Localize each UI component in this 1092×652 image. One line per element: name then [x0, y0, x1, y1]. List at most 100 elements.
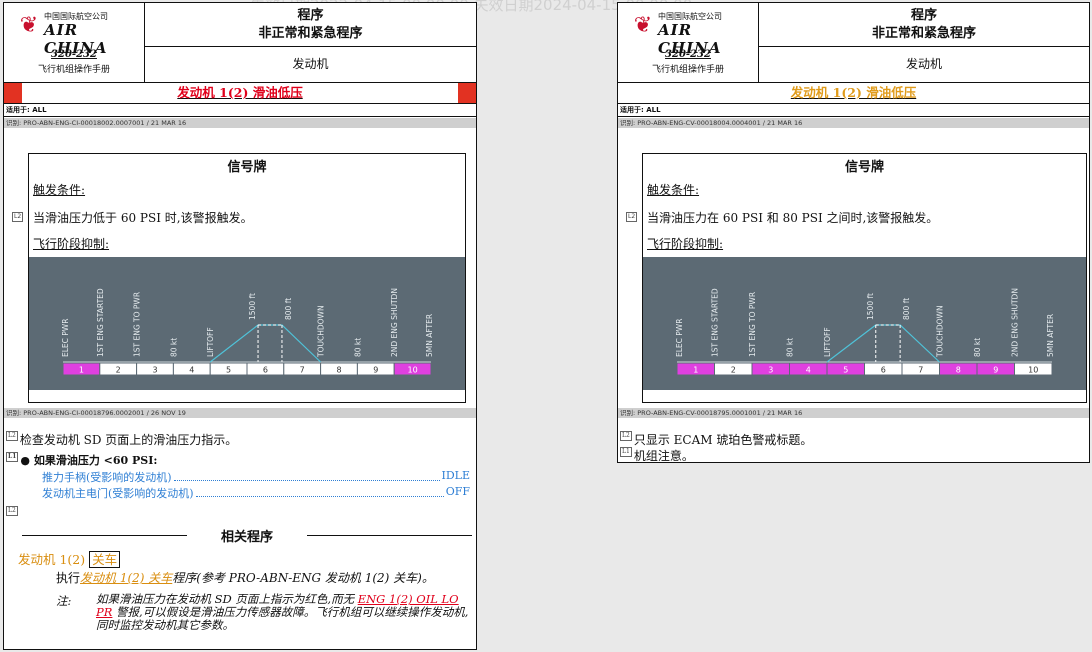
phase-number: 6 [263, 366, 268, 375]
phase-number: 7 [918, 366, 923, 375]
phase-label: 800 ft [902, 298, 911, 320]
flight-trajectory [826, 324, 940, 363]
trigger-label: 触发条件: [33, 183, 86, 197]
phase-box-10 [1014, 362, 1053, 376]
procedure-title: 发动机 1(2) 滑油低压 [618, 83, 1089, 104]
phase-number: 2 [116, 366, 121, 375]
phase-label: 800 ft [284, 298, 293, 320]
procedure-title: 发动机 1(2) 滑油低压 [4, 83, 476, 104]
phase-label: 80 kt [786, 338, 795, 357]
exec-line: 执行发动机 1(2) 关车程序(参考 PRO-ABN-ENG 发动机 1(2) … [56, 571, 434, 585]
phase-number: 1 [79, 366, 84, 375]
phoenix-icon: ❦ [19, 13, 39, 38]
note-label: 注: [56, 594, 72, 608]
page-header: ❦ 中国国际航空公司 AIR CHINA 320-232 飞行机组操作手册 程序… [4, 3, 476, 83]
phase-number: 5 [843, 366, 848, 375]
phase-label: 80 kt [169, 338, 178, 357]
id-bar: 识别: PRO-ABN-ENG-CV-00018004.0004001 / 21… [618, 118, 1089, 128]
phase-number: 2 [731, 366, 736, 375]
aircraft-model: 320-232 [665, 49, 711, 60]
phase-number: 7 [300, 366, 305, 375]
flight-phase-svg: 1 2 3 4 5 6 7 8 9 10 ELEC PWR 1ST ENG STARTED 1ST EN… [675, 288, 1055, 376]
phase-number: 10 [1028, 366, 1038, 375]
flight-trajectory [209, 324, 322, 363]
sign-box: 信号牌 触发条件: L2 当滑油压力低于 60 PSI 时,该警报触发。 飞行阶… [12, 153, 466, 403]
phase-label: TOUCHDOWN [317, 305, 326, 358]
phase-label: 1ST ENG TO PWR [748, 292, 757, 357]
phase-label: ELEC PWR [61, 319, 70, 357]
phase-label: ELEC PWR [675, 319, 684, 357]
action-thrust: 推力手柄(受影响的发动机) IDLE [42, 469, 470, 484]
phase-label: 1500 ft [248, 293, 257, 320]
brand-en: AIR CHINA [658, 21, 722, 57]
brand-cn: 中国国际航空公司 [44, 12, 108, 21]
trigger-label: 触发条件: [647, 183, 700, 197]
phase-number: 4 [189, 366, 194, 375]
warning-square-right [458, 83, 476, 103]
flight-phase-chart: 1 2 3 4 5 6 7 8 9 10 ELEC PWR 1ST ENG STARTED 1ST EN… [643, 257, 1086, 390]
phase-label: 2ND ENG SHUTDN [390, 288, 399, 357]
phase-label: LIFTOFF [823, 327, 832, 357]
flight-phase-svg: 1 2 3 4 5 6 7 8 9 10 ELEC PWR 1ST ENG STARTED 1ST EN… [61, 288, 434, 376]
warning-square-left [4, 83, 22, 103]
trigger-condition: 当滑油压力在 60 PSI 和 80 PSI 之间时,该警报触发。 [647, 211, 939, 225]
applies-to: 适用于: ALL [618, 104, 1089, 117]
left-page: ❦ 中国国际航空公司 AIR CHINA 320-232 飞行机组操作手册 程序… [3, 2, 477, 650]
phase-box-10 [393, 362, 432, 376]
ref-button[interactable]: 关车 [89, 551, 121, 568]
header-title: 程序 [297, 8, 324, 23]
exec-link[interactable]: 发动机 1(2) 关车 [80, 571, 173, 585]
header-title: 程序 [910, 8, 937, 23]
applies-to: 适用于: ALL [4, 104, 476, 117]
phase-label: TOUCHDOWN [936, 305, 945, 358]
phase-label: LIFTOFF [206, 327, 215, 357]
level-tag: L2 [626, 212, 638, 222]
phase-number: 1 [693, 366, 698, 375]
phase-number: 8 [956, 366, 961, 375]
manual-name: 飞行机组操作手册 [651, 65, 724, 75]
ref-link[interactable]: 发动机 1(2) 关车 [18, 549, 121, 568]
phase-number: 8 [336, 366, 341, 375]
phase-number: 3 [152, 366, 157, 375]
header-section: 发动机 [905, 57, 942, 71]
header-subtitle: 非正常和紧急程序 [871, 26, 976, 41]
id-bar-2: 识别: PRO-ABN-ENG-CI-00018796.0002001 / 26… [4, 408, 476, 418]
phase-label: 1ST ENG TO PWR [133, 292, 142, 357]
sign-title: 信号牌 [227, 160, 267, 175]
phoenix-icon: ❦ [633, 13, 653, 38]
page-header: ❦ 中国国际航空公司 AIR CHINA 320-232 飞行机组操作手册 程序… [618, 3, 1089, 83]
phase-number: 5 [226, 366, 231, 375]
phase-number: 4 [806, 366, 811, 375]
level-tag-l2: L2 [6, 506, 18, 516]
header-subtitle: 非正常和紧急程序 [258, 26, 363, 41]
phase-number: 3 [768, 366, 773, 375]
air-china-logo: ❦ 中国国际航空公司 AIR CHINA 320-232 飞行机组操作手册 [4, 3, 145, 82]
note-text: 如果滑油压力在发动机 SD 页面上指示为红色,而无 ENG 1(2) OIL L… [96, 592, 469, 632]
phase-label: 80 kt [353, 338, 362, 357]
brand-cn: 中国国际航空公司 [658, 12, 722, 21]
id-bar-2: 识别: PRO-ABN-ENG-CV-00018795.0001001 / 21… [618, 408, 1089, 418]
level-tag: L2 [12, 212, 24, 222]
aircraft-model: 320-232 [51, 49, 97, 60]
phase-label: 1ST ENG STARTED [711, 288, 720, 357]
flight-phase-chart: 1 2 3 4 5 6 7 8 9 10 ELEC PWR 1ST ENG STARTED 1ST EN… [29, 257, 465, 390]
phase-number: 9 [993, 366, 998, 375]
inhibit-label: 飞行阶段抑制: [647, 237, 724, 251]
manual-name: 飞行机组操作手册 [37, 65, 110, 75]
trigger-condition: 当滑油压力低于 60 PSI 时,该警报触发。 [33, 211, 253, 225]
air-china-logo: ❦ 中国国际航空公司 AIR CHINA 320-232 飞行机组操作手册 [618, 3, 759, 82]
phase-label: 5MN AFTER [425, 314, 434, 357]
phase-label: 2ND ENG SHUTDN [1011, 288, 1020, 357]
right-page: ❦ 中国国际航空公司 AIR CHINA 320-232 飞行机组操作手册 程序… [617, 2, 1090, 463]
sign-box: 信号牌 触发条件: L2 当滑油压力在 60 PSI 和 80 PSI 之间时,… [626, 153, 1087, 403]
phase-number: 10 [408, 366, 418, 375]
phase-number: 6 [881, 366, 886, 375]
inhibit-label: 飞行阶段抑制: [33, 237, 110, 251]
note-alert-link[interactable]: ENG 1(2) OIL LO PR [96, 592, 459, 619]
sign-title: 信号牌 [844, 160, 884, 175]
phase-label: 5MN AFTER [1046, 314, 1055, 357]
action-master: 发动机主电门(受影响的发动机) OFF [42, 485, 470, 500]
show-line: L2 只显示 ECAM 琥珀色警戒标题。 [620, 431, 813, 447]
crew-line: L1 机组注意。 [620, 447, 694, 463]
phase-label: 1ST ENG STARTED [96, 288, 105, 357]
